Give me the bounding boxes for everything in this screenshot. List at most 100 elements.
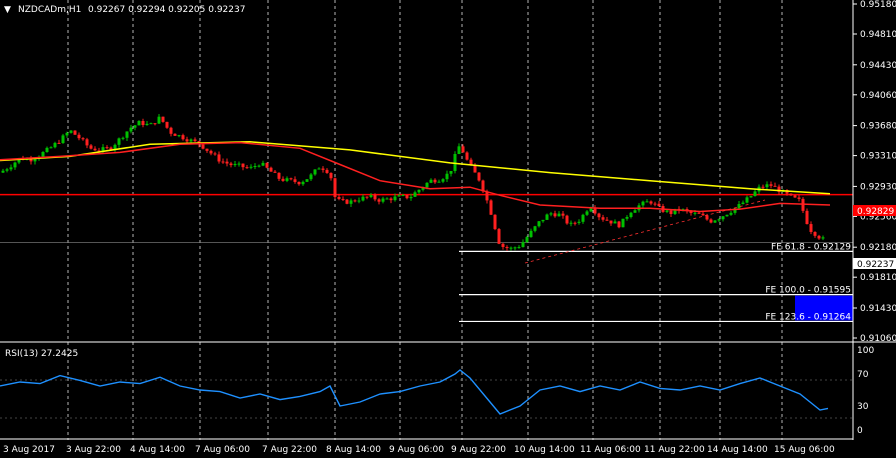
candle-body	[589, 208, 593, 212]
candle-body	[97, 150, 101, 152]
candle-body	[417, 189, 421, 193]
candle-body	[573, 222, 577, 224]
candle-body	[485, 191, 489, 201]
fibo-box	[795, 295, 853, 321]
current-price-tag-text: 0.92237	[857, 260, 894, 270]
candle-body	[821, 237, 825, 239]
candle-body	[457, 146, 461, 155]
candle-body	[189, 139, 193, 142]
candle-body	[449, 170, 453, 174]
candle-body	[777, 186, 781, 192]
time-axis[interactable]: 3 Aug 2017 3 Aug 22:00 4 Aug 14:00 7 Aug 06…	[3, 445, 835, 455]
candle-body	[57, 142, 61, 144]
candle-body	[741, 202, 745, 205]
candle-body	[713, 220, 717, 223]
candle-body	[213, 153, 217, 155]
candle-body	[125, 131, 129, 138]
candle-body	[85, 139, 89, 146]
price-label-7: 0.92560	[860, 212, 896, 222]
price-label-8: 0.92180	[860, 243, 896, 253]
candle-body	[121, 137, 125, 139]
candle-body	[205, 148, 209, 151]
candle-body	[653, 203, 657, 205]
candle-body	[81, 138, 85, 140]
candle-body	[797, 197, 801, 199]
candle-body	[273, 171, 277, 173]
candle-body	[53, 142, 57, 148]
candle-body	[317, 168, 321, 170]
collapse-triangle-icon[interactable]: ▼	[4, 5, 11, 15]
rsi-axis[interactable]: 100 70 30 0	[857, 346, 874, 436]
candle-body	[105, 147, 109, 149]
price-label-11: 0.91060	[860, 334, 896, 344]
candle-body	[117, 138, 121, 145]
candle-body	[473, 165, 477, 173]
time-label-3: 7 Aug 06:00	[195, 445, 250, 455]
time-label-4: 7 Aug 22:00	[262, 445, 317, 455]
candle-body	[593, 208, 597, 214]
price-axis[interactable]: 0.95180 0.94810 0.94430 0.94060 0.93680 0.933…	[853, 0, 896, 344]
candle-body	[393, 196, 397, 201]
candle-body	[749, 196, 753, 198]
red-level-tag: 0.92829	[853, 205, 896, 217]
time-label-9: 11 Aug 06:00	[580, 445, 641, 455]
candle-body	[241, 163, 245, 168]
price-label-0: 0.95180	[860, 0, 896, 10]
rsi-label-0: 100	[857, 346, 874, 356]
candle-body	[209, 150, 213, 154]
candle-body	[193, 139, 197, 142]
candle-body	[641, 201, 645, 206]
candle-body	[233, 163, 237, 166]
time-label-0: 3 Aug 2017	[3, 445, 55, 455]
time-label-12: 15 Aug 06:00	[774, 445, 835, 455]
candle-body	[429, 179, 433, 183]
candle-body	[645, 201, 649, 203]
candle-body	[525, 237, 529, 243]
candle-body	[613, 221, 617, 224]
time-label-1: 3 Aug 22:00	[66, 445, 121, 455]
candle-body	[129, 127, 133, 132]
candle-body	[533, 226, 537, 231]
candle-body	[369, 195, 373, 198]
candle-body	[165, 121, 169, 128]
candle-body	[673, 208, 677, 214]
candle-body	[773, 185, 777, 187]
candle-body	[521, 242, 525, 248]
candle-body	[17, 158, 21, 163]
candle-body	[269, 167, 273, 172]
candle-body	[505, 246, 509, 249]
candle-body	[397, 195, 401, 197]
price-label-2: 0.94430	[860, 61, 896, 71]
candle-body	[33, 159, 37, 162]
candle-body	[109, 147, 113, 150]
candle-body	[413, 192, 417, 197]
rsi-label-3: 0	[857, 426, 863, 436]
candle-body	[545, 214, 549, 220]
candle-body	[629, 212, 633, 217]
candle-body	[341, 198, 345, 200]
candle-body	[625, 216, 629, 219]
candle-body	[237, 163, 241, 165]
fibo-expansion[interactable]: FE 61.8 - 0.92129 FE 100.0 - 0.91595 FE 12…	[459, 242, 853, 322]
candle-body	[297, 181, 301, 185]
fibo-label-2: FE 123.6 - 0.91264	[765, 312, 851, 322]
candle-body	[185, 139, 189, 142]
candle-body	[805, 210, 809, 225]
candle-body	[809, 224, 813, 232]
candle-body	[633, 210, 637, 213]
candle-body	[621, 218, 625, 228]
candle-body	[489, 200, 493, 215]
candle-body	[5, 169, 9, 171]
candle-body	[445, 173, 449, 180]
candle-body	[9, 167, 13, 170]
candle-body	[725, 214, 729, 217]
candle-body	[177, 135, 181, 137]
time-label-5: 8 Aug 14:00	[326, 445, 381, 455]
candle-body	[813, 231, 817, 236]
candle-body	[305, 179, 309, 182]
candle-body	[389, 198, 393, 201]
candle-body	[309, 174, 313, 180]
candle-body	[745, 197, 749, 203]
symbol-title: NZDCADm,H1	[18, 5, 81, 15]
